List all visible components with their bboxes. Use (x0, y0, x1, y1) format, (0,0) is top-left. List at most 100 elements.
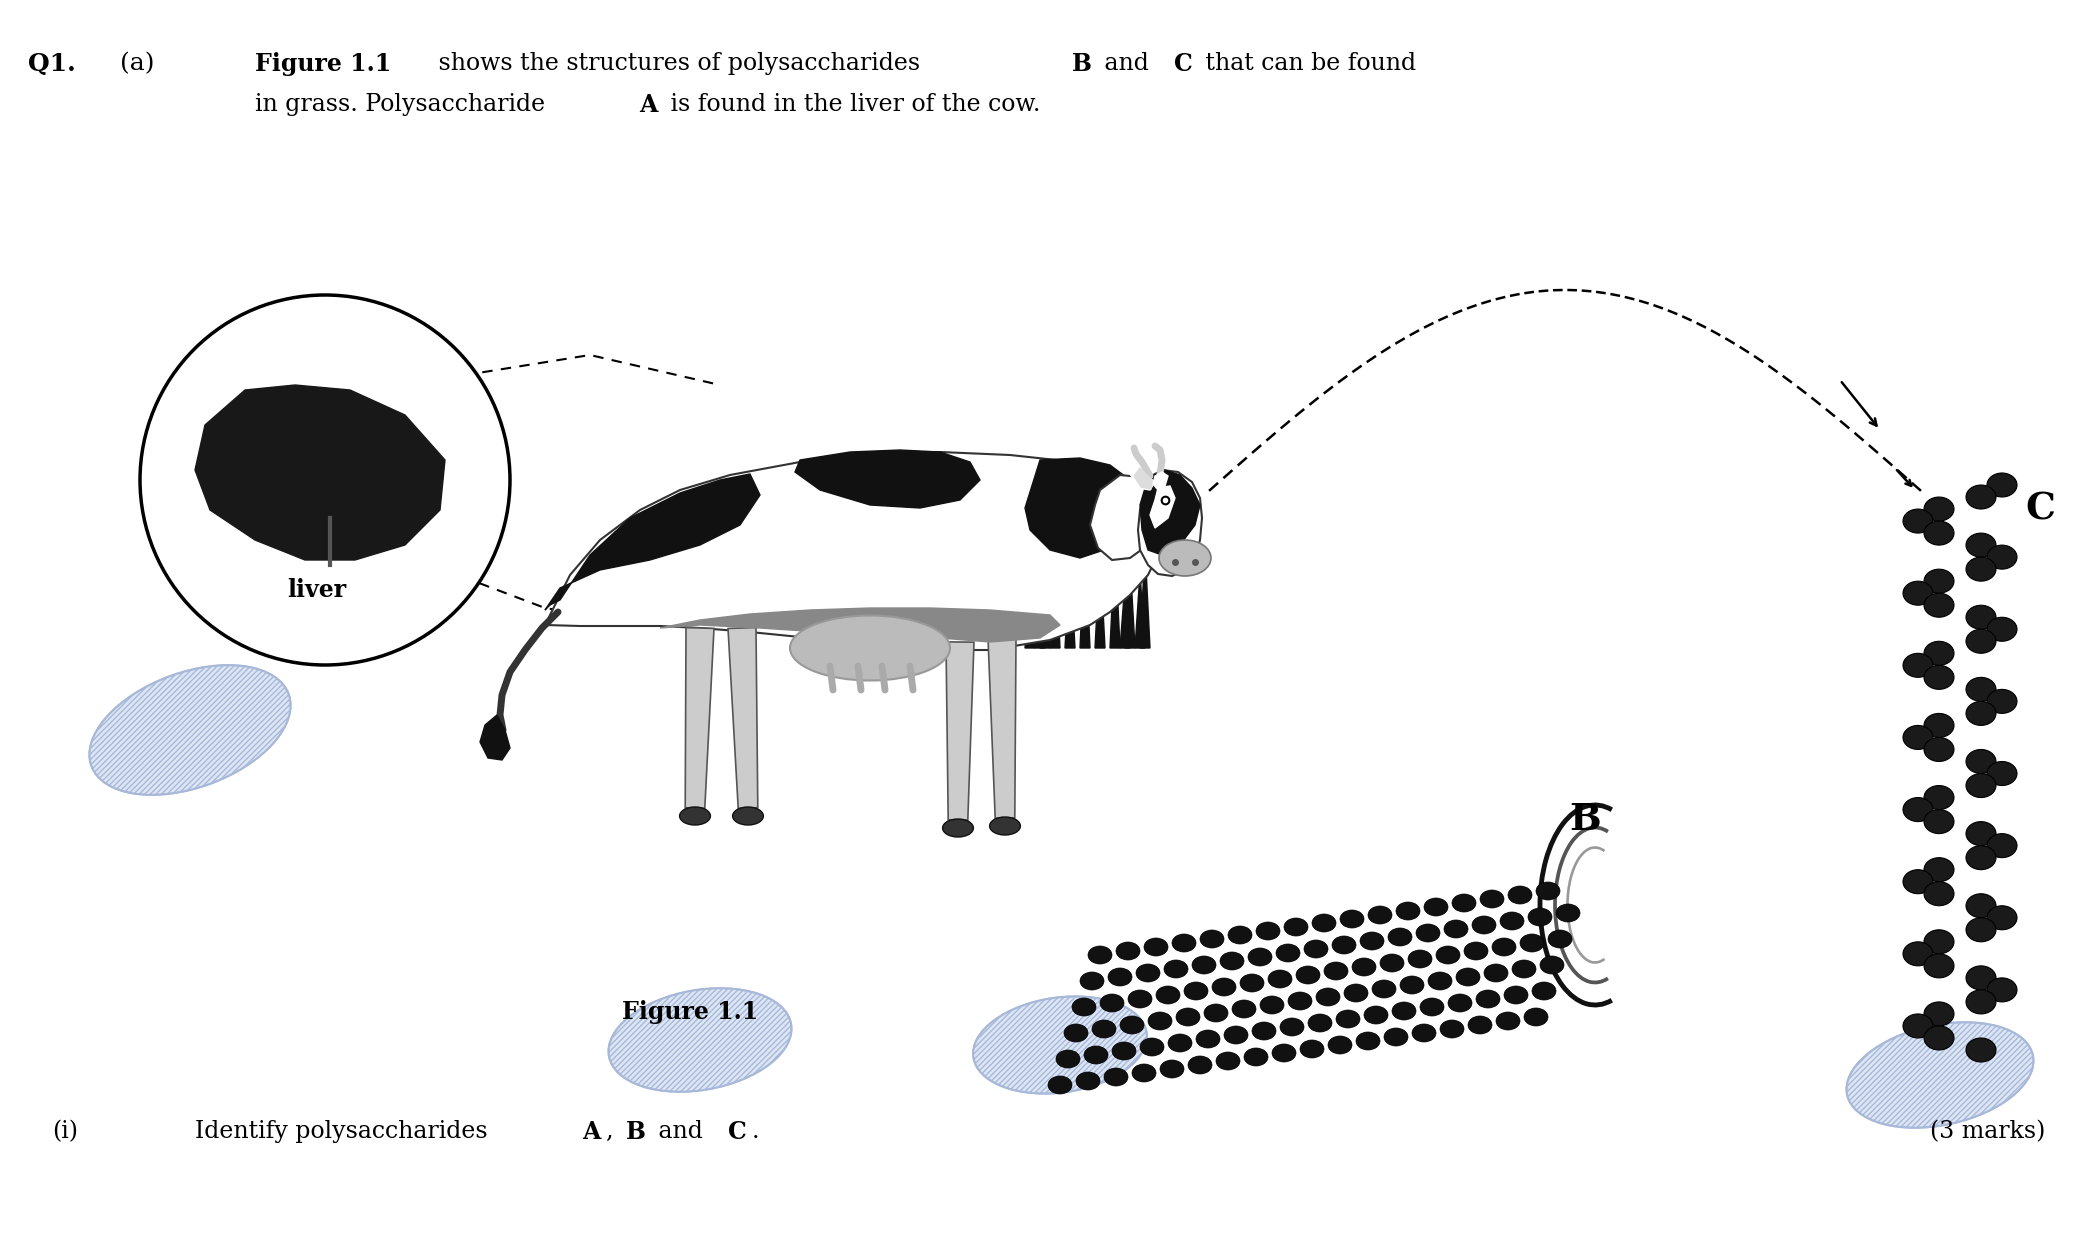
Ellipse shape (1925, 713, 1954, 737)
Ellipse shape (1987, 762, 2016, 786)
Ellipse shape (1987, 617, 2016, 642)
Polygon shape (1050, 543, 1060, 648)
Ellipse shape (1169, 1035, 1191, 1052)
Ellipse shape (1364, 1006, 1387, 1025)
Ellipse shape (1087, 946, 1112, 965)
Ellipse shape (1987, 906, 2016, 929)
Ellipse shape (1987, 689, 2016, 713)
Ellipse shape (944, 819, 973, 837)
Ellipse shape (1308, 1015, 1331, 1032)
Ellipse shape (1287, 992, 1312, 1010)
Ellipse shape (1548, 929, 1573, 948)
Ellipse shape (1300, 1040, 1325, 1058)
Ellipse shape (679, 807, 710, 824)
Ellipse shape (1316, 988, 1339, 1006)
Ellipse shape (1496, 1012, 1521, 1030)
Ellipse shape (1987, 833, 2016, 858)
Ellipse shape (1925, 497, 1954, 522)
Ellipse shape (1204, 1005, 1229, 1022)
Ellipse shape (1925, 858, 1954, 882)
Ellipse shape (1331, 936, 1356, 955)
Ellipse shape (1104, 1068, 1129, 1086)
Ellipse shape (1256, 922, 1279, 940)
Ellipse shape (1966, 702, 1996, 726)
Ellipse shape (1477, 990, 1500, 1008)
Ellipse shape (1925, 953, 1954, 978)
Polygon shape (987, 638, 1017, 818)
Text: .: . (752, 1120, 760, 1143)
Text: liver: liver (287, 578, 346, 602)
Ellipse shape (789, 615, 950, 681)
Ellipse shape (1187, 1056, 1212, 1075)
Ellipse shape (1091, 1020, 1116, 1038)
Ellipse shape (1439, 1020, 1464, 1038)
Ellipse shape (1135, 965, 1160, 982)
Ellipse shape (1556, 904, 1581, 922)
Text: shows the structures of polysaccharides: shows the structures of polysaccharides (431, 53, 927, 75)
Text: (3 marks): (3 marks) (1929, 1120, 2046, 1143)
Ellipse shape (1525, 1008, 1548, 1026)
Ellipse shape (1212, 978, 1235, 996)
Ellipse shape (1369, 906, 1391, 924)
Ellipse shape (1435, 946, 1460, 965)
Ellipse shape (1925, 809, 1954, 833)
Ellipse shape (1252, 1022, 1277, 1040)
Ellipse shape (1966, 677, 1996, 702)
Ellipse shape (1231, 1000, 1256, 1018)
Polygon shape (546, 474, 760, 610)
Ellipse shape (1535, 882, 1560, 899)
Ellipse shape (1248, 948, 1273, 966)
FancyArrowPatch shape (1841, 382, 1877, 425)
Text: that can be found: that can be found (1198, 53, 1416, 75)
Ellipse shape (1400, 976, 1425, 995)
Ellipse shape (1987, 473, 2016, 497)
Ellipse shape (1239, 975, 1264, 992)
Ellipse shape (608, 988, 792, 1092)
Ellipse shape (1966, 557, 1996, 582)
Polygon shape (196, 385, 446, 560)
Ellipse shape (1966, 605, 1996, 629)
Ellipse shape (1148, 1012, 1173, 1030)
Polygon shape (1039, 588, 1050, 648)
Ellipse shape (1966, 966, 1996, 990)
Polygon shape (1035, 563, 1046, 648)
Ellipse shape (1904, 653, 1933, 677)
Polygon shape (796, 450, 979, 508)
Ellipse shape (1373, 980, 1396, 998)
Ellipse shape (1966, 629, 1996, 653)
Ellipse shape (1139, 1038, 1164, 1056)
Ellipse shape (1269, 970, 1291, 988)
Ellipse shape (1296, 966, 1321, 985)
Ellipse shape (1391, 1002, 1416, 1020)
Ellipse shape (1116, 942, 1139, 960)
Text: is found in the liver of the cow.: is found in the liver of the cow. (662, 93, 1039, 116)
Polygon shape (1079, 538, 1089, 648)
Ellipse shape (1925, 666, 1954, 689)
Ellipse shape (1064, 1025, 1087, 1042)
Ellipse shape (1352, 958, 1377, 976)
Ellipse shape (1469, 1016, 1491, 1035)
Polygon shape (1139, 548, 1150, 648)
Ellipse shape (1904, 942, 1933, 966)
Ellipse shape (1156, 986, 1179, 1005)
Ellipse shape (989, 817, 1021, 834)
Ellipse shape (1079, 972, 1104, 990)
Text: C: C (727, 1120, 746, 1143)
Text: C: C (2025, 490, 2054, 527)
Ellipse shape (1925, 882, 1954, 906)
Ellipse shape (1121, 1016, 1144, 1035)
Ellipse shape (1473, 916, 1496, 934)
Ellipse shape (1312, 914, 1335, 932)
Ellipse shape (1904, 726, 1933, 749)
Ellipse shape (1966, 749, 1996, 773)
Ellipse shape (1283, 918, 1308, 936)
Polygon shape (1133, 468, 1154, 489)
Text: Figure 1.1: Figure 1.1 (254, 53, 392, 76)
Polygon shape (685, 628, 714, 808)
Text: B: B (625, 1120, 646, 1143)
Ellipse shape (1421, 998, 1444, 1016)
Polygon shape (1139, 470, 1200, 555)
Polygon shape (1089, 475, 1164, 560)
Polygon shape (1025, 458, 1139, 558)
Ellipse shape (1966, 822, 1996, 846)
